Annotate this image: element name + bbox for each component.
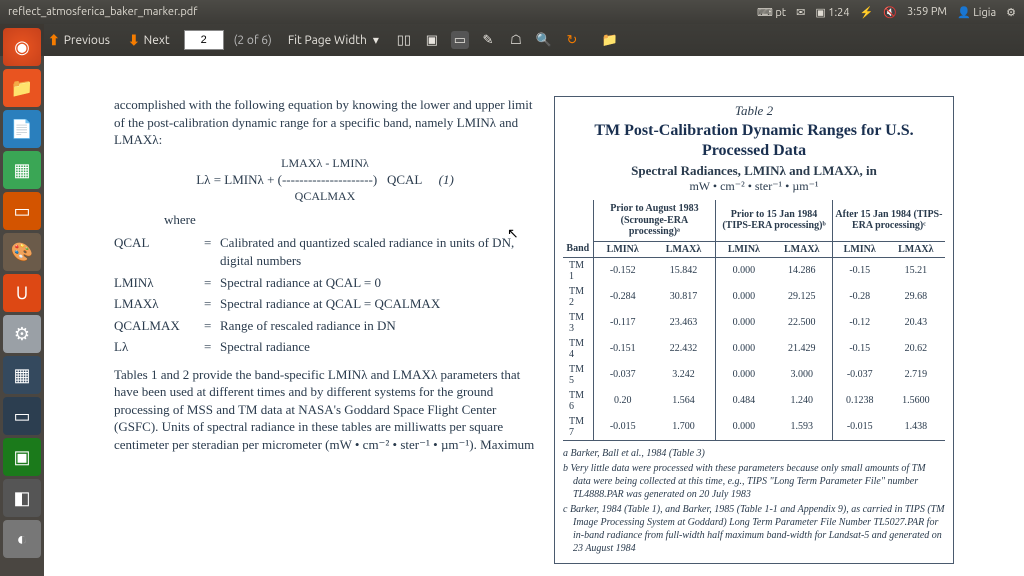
table-caption: Table 2 xyxy=(563,103,945,119)
data-table: Prior to August 1983 (Scrounge-ERA proce… xyxy=(563,200,945,441)
pdf-toolbar: ⬆Previous ⬇Next (2 of 6) Fit Page Width▾… xyxy=(0,24,1024,56)
definition-list: QCAL=Calibrated and quantized scaled rad… xyxy=(114,234,536,355)
terminal-icon[interactable]: ▭ xyxy=(3,397,41,435)
arrow-up-icon: ⬆ xyxy=(48,32,60,49)
menubar: reflect_atmosferica_baker_marker.pdf ⌨ p… xyxy=(0,0,1024,24)
table-title: TM Post-Calibration Dynamic Ranges for U… xyxy=(563,121,945,161)
battery-indicator[interactable]: ▣ 1:24 xyxy=(815,6,849,19)
table-footnotes: a Barker, Ball et al., 1984 (Table 3) b … xyxy=(563,447,945,555)
app-icon[interactable]: ▣ xyxy=(3,438,41,476)
window-title: reflect_atmosferica_baker_marker.pdf xyxy=(8,6,757,18)
previous-button[interactable]: ⬆Previous xyxy=(44,30,114,51)
paragraph: Tables 1 and 2 provide the band-specific… xyxy=(114,366,536,454)
zoom-mode-select[interactable]: Fit Page Width▾ xyxy=(282,31,385,49)
document-viewport[interactable]: accomplished with the following equation… xyxy=(44,56,1024,576)
next-button[interactable]: ⬇Next xyxy=(124,30,174,51)
annotate-icon[interactable]: ✎ xyxy=(479,31,497,49)
pdf-page: accomplished with the following equation… xyxy=(44,56,1024,576)
mail-icon[interactable]: ✉ xyxy=(796,6,805,19)
user-menu[interactable]: 👤 Ligia xyxy=(957,6,996,19)
bookmark-icon[interactable]: ☖ xyxy=(507,31,525,49)
impress-icon[interactable]: ▭ xyxy=(3,192,41,230)
calc-icon[interactable]: ▦ xyxy=(3,151,41,189)
app3-icon[interactable]: ◐ xyxy=(3,520,41,558)
right-column: Table 2 TM Post-Calibration Dynamic Rang… xyxy=(554,96,954,576)
table-box: Table 2 TM Post-Calibration Dynamic Rang… xyxy=(554,96,954,564)
where-label: where xyxy=(164,211,536,229)
chevron-down-icon: ▾ xyxy=(373,33,379,47)
reload-icon[interactable]: ↻ xyxy=(563,31,581,49)
folder-icon[interactable]: 📁 xyxy=(601,31,619,49)
page-total-label: (2 of 6) xyxy=(234,34,272,47)
settings-icon[interactable]: ⚙ xyxy=(3,315,41,353)
dash-icon[interactable]: ◉ xyxy=(3,28,41,66)
app2-icon[interactable]: ◧ xyxy=(3,479,41,517)
presentation-icon[interactable]: ▭ xyxy=(451,31,469,49)
dual-page-icon[interactable]: ▯▯ xyxy=(395,31,413,49)
paragraph: accomplished with the following equation… xyxy=(114,96,536,149)
page-number-input[interactable] xyxy=(184,30,224,50)
unity-launcher: ◉ 📁 📄 ▦ ▭ 🎨 U ⚙ ▦ ▭ ▣ ◧ ◐ xyxy=(0,24,44,576)
search-icon[interactable]: 🔍 xyxy=(535,31,553,49)
wifi-icon[interactable]: ⚡ xyxy=(860,6,874,19)
clock[interactable]: 3:59 PM xyxy=(907,6,947,18)
keyboard-indicator[interactable]: ⌨ pt xyxy=(757,6,786,19)
workspace-icon[interactable]: ▦ xyxy=(3,356,41,394)
equation: LMAXλ - LMINλ Lλ = LMINλ + (------------… xyxy=(114,155,536,205)
table-subtitle: Spectral Radiances, LMINλ and LMAXλ, in xyxy=(563,163,945,179)
system-tray: ⌨ pt ✉ ▣ 1:24 ⚡ 🔇 3:59 PM 👤 Ligia ⚙ xyxy=(757,6,1016,19)
software-center-icon[interactable]: U xyxy=(3,274,41,312)
files-icon[interactable]: 📁 xyxy=(3,69,41,107)
left-column: accomplished with the following equation… xyxy=(114,96,536,576)
gimp-icon[interactable]: 🎨 xyxy=(3,233,41,271)
volume-icon[interactable]: 🔇 xyxy=(883,6,897,19)
table-units: mW • cm⁻² • ster⁻¹ • µm⁻¹ xyxy=(563,179,945,194)
gear-icon[interactable]: ⚙ xyxy=(1006,6,1016,19)
writer-icon[interactable]: 📄 xyxy=(3,110,41,148)
arrow-down-icon: ⬇ xyxy=(128,32,140,49)
fullscreen-icon[interactable]: ▣ xyxy=(423,31,441,49)
